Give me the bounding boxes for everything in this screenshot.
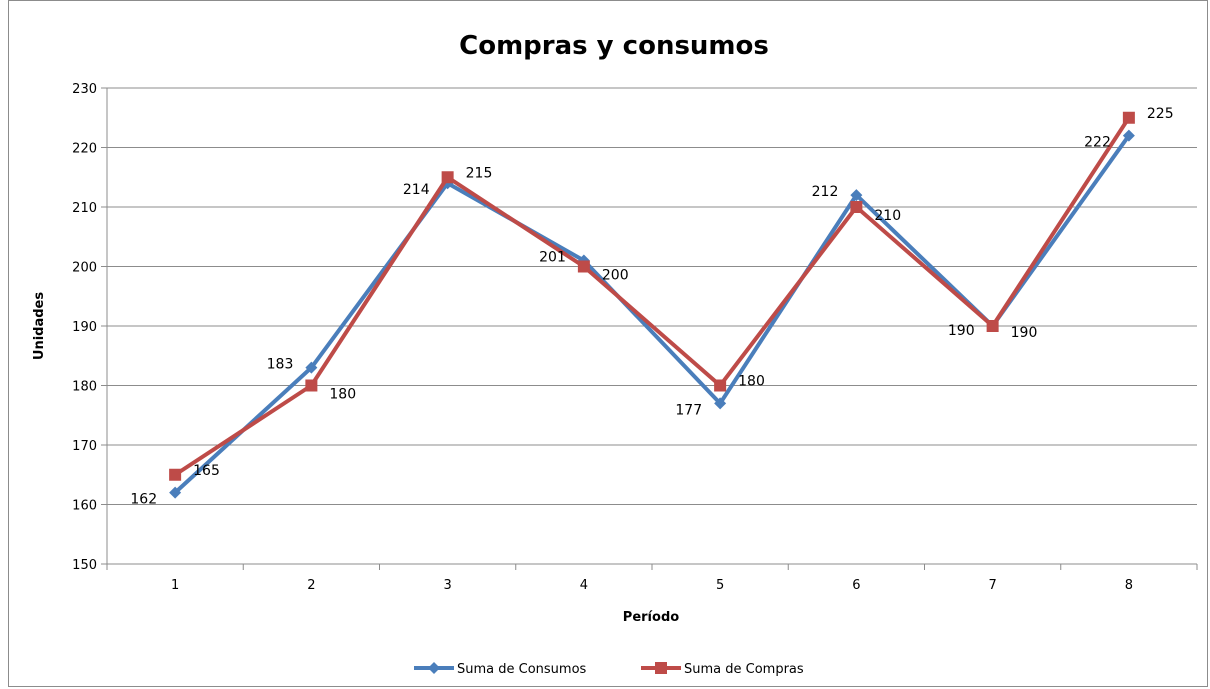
legend-swatch-marker [655, 662, 667, 674]
y-axis-title: Unidades [32, 292, 47, 360]
data-label: 180 [738, 374, 765, 390]
data-point [305, 379, 318, 392]
data-point [577, 260, 590, 273]
x-axis-title: Período [623, 610, 679, 625]
legend: Suma de Consumos Suma de Compras [414, 662, 804, 677]
data-point [714, 379, 727, 392]
data-label: 190 [1011, 325, 1038, 341]
data-point [1122, 129, 1135, 142]
x-tick-label: 7 [988, 578, 996, 593]
x-tick-label: 8 [1125, 578, 1133, 593]
x-tick-label: 4 [580, 578, 588, 593]
chart-frame: Compras y consumos 150 160 170 180 190 200 210… [8, 0, 1208, 687]
data-labels: 162 165 183 180 214 215 201 200 177 180 212 210 190 1… [130, 106, 1173, 508]
data-label: 210 [874, 208, 901, 224]
x-tick-label: 1 [171, 578, 179, 593]
data-point [850, 201, 863, 213]
y-tick-label: 180 [72, 380, 97, 395]
x-tick-label: 6 [852, 578, 860, 593]
data-point [305, 361, 318, 374]
legend-label: Suma de Compras [684, 662, 804, 677]
y-tick-label: 170 [72, 439, 97, 454]
series [169, 111, 1135, 499]
data-label: 200 [602, 268, 629, 284]
y-tick-label: 230 [72, 82, 97, 97]
data-point [986, 320, 999, 332]
x-tick-label: 2 [307, 578, 315, 593]
chart-title: Compras y consumos [459, 31, 769, 61]
legend-item: Suma de Compras [641, 662, 804, 677]
data-label: 190 [948, 323, 975, 339]
data-label: 177 [675, 402, 702, 418]
series-line [173, 133, 1131, 495]
y-tick-label: 200 [72, 261, 97, 276]
data-label: 201 [539, 250, 566, 266]
legend-swatch-marker [428, 662, 440, 674]
data-label: 162 [130, 492, 157, 508]
series-1 [169, 129, 1135, 499]
y-tick-label: 190 [72, 320, 97, 335]
data-label: 212 [812, 184, 839, 200]
legend-label: Suma de Consumos [457, 662, 587, 677]
data-label: 222 [1084, 135, 1111, 151]
data-point [169, 486, 182, 499]
data-point [1122, 111, 1135, 124]
data-label: 214 [403, 182, 430, 198]
data-point [169, 468, 182, 481]
x-tick-label: 3 [443, 578, 451, 593]
legend-item: Suma de Consumos [414, 662, 587, 677]
data-label: 215 [466, 165, 493, 181]
y-tick-label: 150 [72, 558, 97, 573]
data-point [441, 171, 454, 184]
y-tick-label: 210 [72, 201, 97, 216]
data-label: 180 [329, 387, 356, 403]
y-tick-label: 160 [72, 499, 97, 514]
series-line [173, 115, 1131, 477]
data-point [714, 397, 727, 410]
data-label: 165 [193, 463, 220, 479]
line-chart: Compras y consumos 150 160 170 180 190 200 210… [32, 31, 1198, 677]
data-label: 225 [1147, 106, 1174, 122]
data-label: 183 [267, 357, 294, 373]
axes: 150 160 170 180 190 200 210 220 230 1 2 3 4 5 6 7 8 [72, 82, 1198, 593]
series-2 [169, 111, 1135, 481]
y-tick-label: 220 [72, 142, 97, 157]
x-tick-label: 5 [716, 578, 724, 593]
data-point [850, 189, 863, 202]
